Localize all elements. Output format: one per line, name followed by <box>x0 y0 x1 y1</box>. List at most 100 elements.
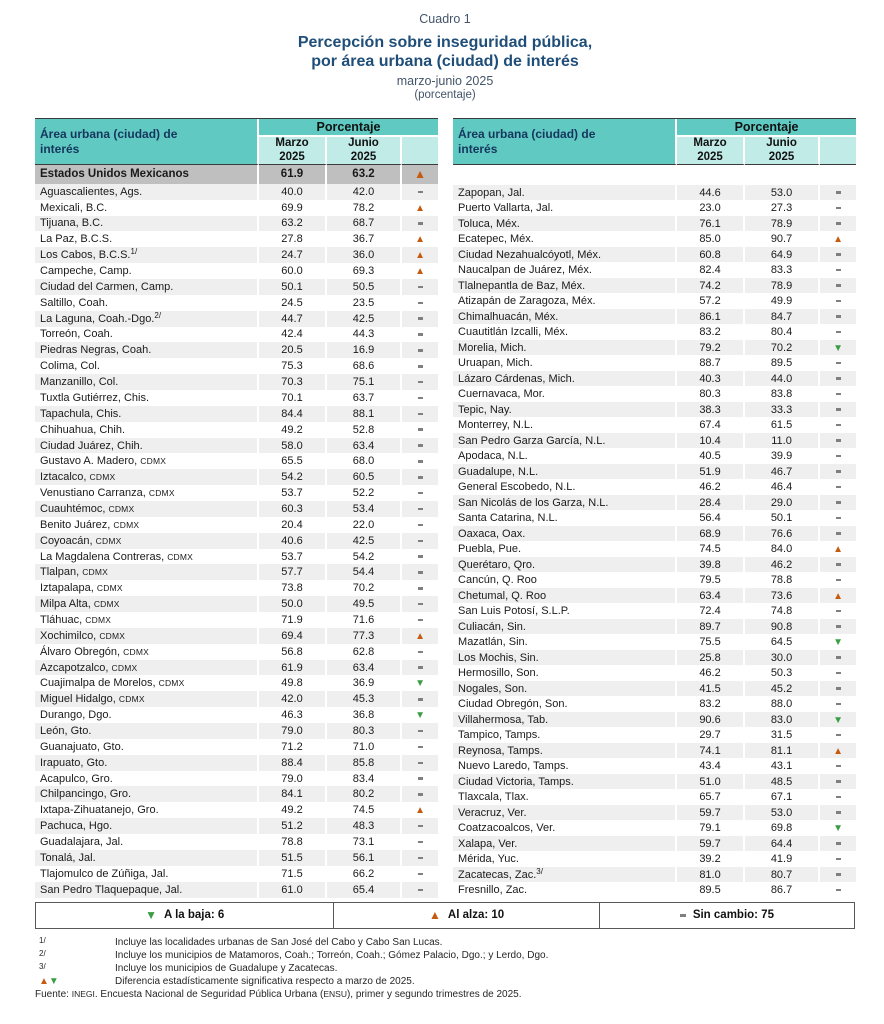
footnote-marker: 3/ <box>35 962 115 975</box>
down-triangle-icon: ▼ <box>833 342 843 354</box>
no-change-dash-icon <box>417 602 423 606</box>
march-value: 59.7 <box>677 804 746 821</box>
legend-down-symbol: ▼ <box>145 909 157 922</box>
column-header-area: Área urbana (ciudad) de interés <box>453 119 678 165</box>
table-row: Oaxaca, Oax. 68.9 76.6 <box>453 525 857 542</box>
city-name: Morelia, Mich. <box>453 339 678 356</box>
city-name: Guadalupe, N.L. <box>453 463 678 480</box>
no-change-dash-icon <box>417 428 423 431</box>
change-indicator <box>820 649 857 666</box>
table-number: Cuadro 1 <box>419 12 471 26</box>
march-value: 83.2 <box>677 696 746 712</box>
table-row: Tláhuac, CDMX 71.9 71.6 <box>35 612 438 628</box>
june-value: 71.6 <box>327 612 402 628</box>
no-change-dash-icon <box>835 888 841 892</box>
city-name: Puerto Vallarta, Jal. <box>453 200 678 216</box>
city-name: Hermosillo, Son. <box>453 665 678 681</box>
down-triangle-icon: ▼ <box>833 637 843 649</box>
city-name: Cuernavaca, Mor. <box>453 386 678 402</box>
change-indicator <box>402 501 439 517</box>
no-change-dash-icon <box>417 349 423 352</box>
march-value: 24.7 <box>259 247 327 264</box>
change-indicator <box>402 834 438 850</box>
june-value: 90.7 <box>745 231 821 247</box>
change-indicator <box>820 603 856 619</box>
june-value: 88.1 <box>327 405 402 422</box>
change-indicator <box>402 739 438 755</box>
legend-up-symbol: ▲ <box>429 909 441 922</box>
june-value: 31.5 <box>745 727 821 743</box>
march-value: 40.5 <box>677 448 746 464</box>
table-row: Chihuahua, Chih. 49.2 52.8 <box>35 421 438 438</box>
national-row: Estados Unidos Mexicanos 61.9 63.2 ▲ <box>35 164 439 184</box>
cdmx-smallcaps: CDMX <box>167 551 194 562</box>
no-change-dash-icon <box>835 795 841 799</box>
march-value: 67.4 <box>677 417 746 433</box>
march-value: 20.5 <box>259 342 327 359</box>
march-value: 50.0 <box>259 596 327 613</box>
city-name: Guanajuato, Gto. <box>35 738 259 755</box>
march-value: 69.9 <box>259 199 327 216</box>
city-name: Tuxtla Gutiérrez, Chis. <box>35 390 259 406</box>
cdmx-smallcaps: CDMX <box>85 614 112 625</box>
march-value: 65.5 <box>259 453 327 470</box>
city-name: Uruapan, Mich. <box>453 355 678 371</box>
city-name: San Nicolás de los Garza, N.L. <box>453 494 678 511</box>
city-name: Culiacán, Sin. <box>453 618 678 635</box>
table-row: La Laguna, Coah.-Dgo.2/44.7 42.5 <box>35 310 439 327</box>
march-value: 86.1 <box>677 308 746 325</box>
table-row: Atizapán de Zaragoza, Méx. 57.2 49.9 <box>453 293 856 309</box>
cdmx-smallcaps: CDMX <box>140 456 167 467</box>
up-triangle-icon: ▲ <box>833 590 843 602</box>
table-row: Chimalhuacán, Méx. 86.1 84.7 <box>453 308 857 325</box>
june-value: 61.5 <box>745 417 821 433</box>
city-name: Querétaro, Qro. <box>453 556 678 573</box>
no-change-dash-icon <box>417 698 423 701</box>
table-row: León, Gto. 79.0 80.3 <box>35 723 439 739</box>
table-row: Mexicali, B.C. 69.9 78.2 ▲ <box>35 199 438 216</box>
table-row: Veracruz, Ver. 59.7 53.0 <box>453 804 857 821</box>
table-row: Durango, Dgo. 46.3 36.8 ▼ <box>35 707 438 724</box>
city-name: Pachuca, Hgo. <box>35 818 259 835</box>
up-triangle-icon: ▲ <box>415 805 425 817</box>
june-value: 83.3 <box>745 262 821 278</box>
city-name: Monterrey, N.L. <box>453 417 678 433</box>
table-row: Pachuca, Hgo. 51.2 48.3 <box>35 818 439 835</box>
city-name: Santa Catarina, N.L. <box>453 510 678 526</box>
footnote-marker: 2/ <box>35 949 115 962</box>
city-name: Mérida, Yuc. <box>453 851 678 867</box>
city-name: Miguel Hidalgo, CDMX <box>35 691 259 708</box>
no-change-dash-icon <box>417 650 423 654</box>
change-indicator <box>402 881 439 898</box>
column-header-group: Porcentaje <box>259 119 439 138</box>
table-row: Benito Juárez, CDMX 20.4 22.0 <box>35 516 438 533</box>
column-header-change <box>402 137 439 165</box>
march-value: 88.7 <box>677 355 746 371</box>
march-value: 74.1 <box>677 742 746 759</box>
march-value: 51.0 <box>677 773 746 790</box>
change-indicator <box>820 680 857 697</box>
no-change-dash-icon <box>835 764 841 768</box>
march-value: 65.7 <box>677 789 746 805</box>
june-value: 46.2 <box>745 556 821 573</box>
up-triangle-icon: ▲ <box>833 745 843 757</box>
table-row: Xochimilco, CDMX 69.4 77.3 ▲ <box>35 627 439 644</box>
city-name: Irapuato, Gto. <box>35 754 259 771</box>
march-value: 39.2 <box>677 851 746 867</box>
city-name: Ciudad Juárez, Chih. <box>35 437 259 454</box>
no-change-dash-icon <box>835 299 841 303</box>
up-triangle-icon: ▲ <box>833 544 843 556</box>
change-indicator <box>820 866 857 883</box>
change-indicator <box>402 659 439 676</box>
march-value: 40.6 <box>259 532 327 549</box>
march-value: 60.0 <box>259 263 327 279</box>
city-name: Chetumal, Q. Roo <box>453 587 678 604</box>
no-change-dash-icon <box>835 423 841 427</box>
change-indicator <box>402 215 439 232</box>
table-row: Venustiano Carranza, CDMX 53.7 52.2 <box>35 485 438 502</box>
march-value: 46.2 <box>677 479 746 495</box>
city-name: Los Cabos, B.C.S.1/ <box>35 247 259 264</box>
cdmx-smallcaps: CDMX <box>113 519 140 530</box>
change-indicator <box>402 453 438 469</box>
